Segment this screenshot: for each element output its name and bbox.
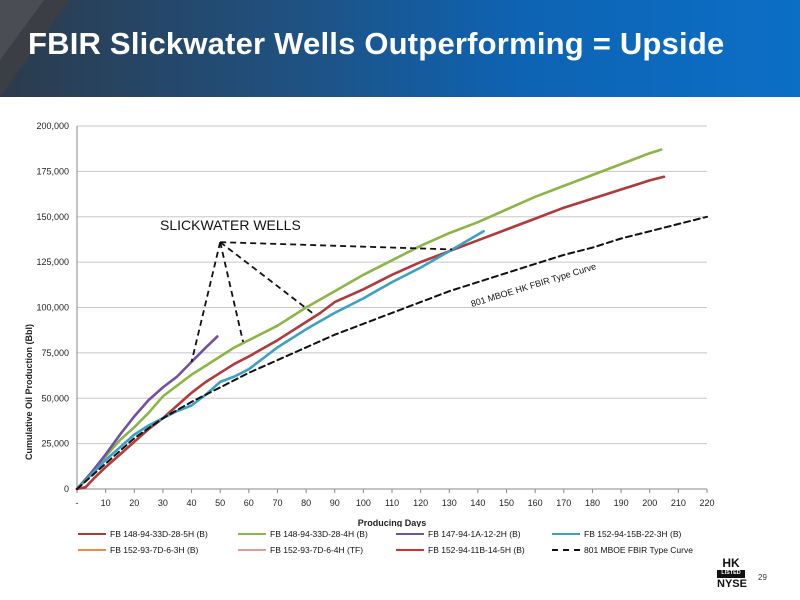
legend-item: FB 152-94-11B-14-5H (B): [396, 543, 525, 557]
logo-nyse: NYSE: [717, 577, 747, 590]
y-tick-label: 150,000: [36, 212, 69, 222]
x-tick-label: 60: [244, 498, 254, 508]
legend-label: FB 147-94-1A-12-2H (B): [428, 529, 521, 539]
x-axis-title: Producing Days: [358, 518, 427, 527]
legend-label: FB 148-94-33D-28-4H (B): [270, 529, 368, 539]
x-tick-label: -: [76, 498, 79, 508]
y-tick-label: 50,000: [41, 393, 69, 403]
legend-label: FB 152-94-11B-14-5H (B): [428, 545, 525, 555]
x-axis-tick-labels: - 10 20 30 40 50 60 70 80 90 100 110 120 130 140 150 160…: [76, 498, 715, 508]
y-tick-label: 100,000: [36, 303, 69, 313]
legend-label: FB 152-93-7D-6-4H (TF): [270, 545, 364, 555]
legend-item: 801 MBOE FBIR Type Curve: [552, 543, 693, 557]
callout-line-1: [219, 241, 244, 343]
legend-item: FB 147-94-1A-12-2H (B): [396, 527, 521, 541]
series-line-3: [75, 230, 485, 491]
legend-item: FB 152-93-7D-6-3H (B): [78, 543, 198, 557]
y-tick-label: 0: [64, 484, 69, 494]
callout-line-0: [190, 241, 222, 363]
x-tick-label: 30: [158, 498, 168, 508]
x-tick-label: 190: [614, 498, 629, 508]
annotation-type-curve: 801 MBOE HK FBIR Type Curve: [470, 261, 598, 309]
x-tick-label: 80: [301, 498, 311, 508]
legend-label: FB 148-94-33D-28-5H (B): [110, 529, 208, 539]
annotation-slickwater-wells: SLICKWATER WELLS: [160, 217, 301, 233]
chart-grid: [76, 125, 708, 493]
callout-line-3: [220, 241, 453, 251]
logo-listed: LISTED: [717, 570, 745, 578]
logo-hk: HK: [722, 556, 740, 570]
banner-accent-inner: [0, 0, 44, 60]
production-chart: 0 25,000 50,000 75,000 100,000 125,000 150,000…: [24, 121, 715, 527]
legend-item: FB 148-94-33D-28-4H (B): [238, 527, 368, 541]
page-number: 29: [758, 573, 767, 582]
x-tick-label: 140: [470, 498, 485, 508]
x-tick-label: 40: [187, 498, 197, 508]
series-line-7: [76, 215, 708, 490]
x-tick-label: 150: [499, 498, 514, 508]
y-tick-label: 25,000: [41, 439, 69, 449]
series-layer: [75, 148, 708, 491]
x-tick-label: 130: [442, 498, 457, 508]
legend-item: FB 152-93-7D-6-4H (TF): [238, 543, 363, 557]
hk-nyse-logo: HK LISTED NYSE: [717, 556, 747, 590]
y-tick-label: 125,000: [36, 257, 69, 267]
y-axis-tick-labels: 0 25,000 50,000 75,000 100,000 125,000 150,000…: [36, 121, 69, 494]
x-tick-label: 200: [642, 498, 657, 508]
x-tick-label: 220: [699, 498, 714, 508]
legend-label: FB 152-93-7D-6-3H (B): [110, 545, 199, 555]
slide-title: FBIR Slickwater Wells Outperforming = Up…: [28, 26, 725, 61]
x-tick-label: 70: [272, 498, 282, 508]
series-line-0: [75, 175, 666, 491]
y-tick-label: 75,000: [41, 348, 69, 358]
series-line-2: [75, 335, 219, 491]
legend-item: FB 152-94-15B-22-3H (B): [552, 527, 681, 541]
legend-label: 801 MBOE FBIR Type Curve: [584, 545, 693, 555]
y-axis-title: Cumulative Oil Production (Bbl): [24, 324, 34, 460]
x-tick-label: 120: [413, 498, 428, 508]
x-tick-label: 110: [385, 498, 399, 508]
legend-item: FB 148-94-33D-28-5H (B): [78, 527, 208, 541]
x-tick-label: 10: [101, 498, 111, 508]
x-tick-label: 180: [585, 498, 600, 508]
x-tick-label: 90: [330, 498, 340, 508]
y-tick-label: 200,000: [36, 121, 69, 131]
title-banner: FBIR Slickwater Wells Outperforming = Up…: [0, 0, 800, 97]
legend-label: FB 152-94-15B-22-3H (B): [584, 529, 682, 539]
x-tick-label: 160: [528, 498, 543, 508]
callout-lines: [190, 241, 453, 363]
series-line-1: [75, 148, 663, 491]
y-tick-label: 175,000: [36, 166, 69, 176]
x-tick-label: 100: [356, 498, 371, 508]
x-tick-label: 20: [129, 498, 139, 508]
x-tick-label: 50: [215, 498, 225, 508]
x-tick-label: 170: [556, 498, 571, 508]
x-tick-label: 210: [671, 498, 686, 508]
